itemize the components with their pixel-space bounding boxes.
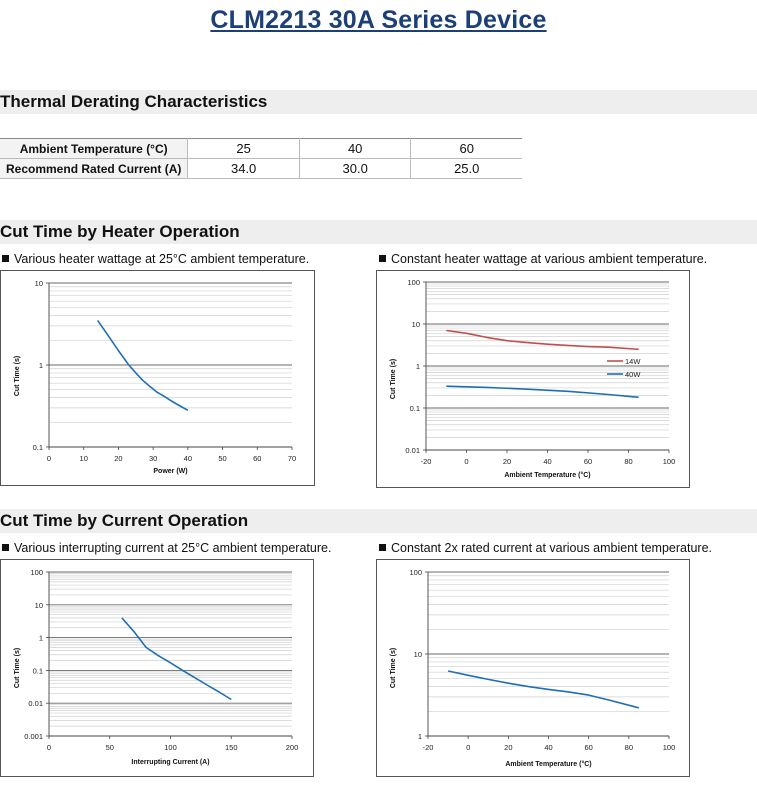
x-tick-label: 0 xyxy=(47,454,51,463)
x-tick-label: 60 xyxy=(584,743,592,752)
table-row: Recommend Rated Current (A) 34.0 30.0 25… xyxy=(0,158,522,179)
x-tick-label: 50 xyxy=(218,454,226,463)
series-line xyxy=(96,319,189,412)
x-tick-label: 0 xyxy=(466,743,470,752)
heater-power-chart: 0.1 1 10 0 10 20 30 40 50 60 70 Power (W) Cut Time (… xyxy=(14,279,296,475)
x-tick-label: 80 xyxy=(624,457,632,466)
bullet-square-icon xyxy=(2,544,9,551)
y-tick-label: 1 xyxy=(39,634,43,643)
y-tick-label: 1 xyxy=(416,362,420,371)
chart-subtitle: Various interrupting current at 25°C amb… xyxy=(2,541,331,555)
x-tick-label: 100 xyxy=(663,743,676,752)
x-tick-label: 100 xyxy=(663,457,676,466)
x-tick-label: -20 xyxy=(423,743,434,752)
bullet-square-icon xyxy=(2,255,9,262)
x-tick-label: 10 xyxy=(80,454,88,463)
chart-panel: 0.01 0.1 1 10 100 -20 0 20 40 60 80 100 Ambient Temp… xyxy=(376,270,690,488)
table-cell: 34.0 xyxy=(187,158,300,179)
y-tick-label: 0.001 xyxy=(24,732,43,741)
y-tick-label: 0.1 xyxy=(410,404,420,413)
y-axis-label: Cut Time (s) xyxy=(14,356,21,396)
current-temperature-chart: 1 10 100 -20 0 20 40 60 80 100 Ambient Temperature… xyxy=(390,568,676,768)
x-tick-label: 150 xyxy=(225,743,238,752)
x-tick-label: 80 xyxy=(625,743,633,752)
y-tick-label: 10 xyxy=(412,320,420,329)
y-tick-label: 0.01 xyxy=(28,699,43,708)
y-tick-label: 1 xyxy=(39,361,43,370)
chart-subtitle: Constant 2x rated current at various amb… xyxy=(379,541,712,555)
y-tick-label: 0.1 xyxy=(33,666,43,675)
legend-label: 40W xyxy=(625,370,641,379)
x-tick-label: 30 xyxy=(149,454,157,463)
page-title: CLM2213 30A Series Device xyxy=(210,6,547,34)
y-tick-label: 1 xyxy=(418,732,422,741)
chart-subtitle: Various heater wattage at 25°C ambient t… xyxy=(2,252,309,266)
x-tick-label: 0 xyxy=(464,457,468,466)
x-tick-label: -20 xyxy=(421,457,432,466)
chart-subtitle: Constant heater wattage at various ambie… xyxy=(379,252,707,266)
x-tick-label: 40 xyxy=(544,743,552,752)
x-tick-label: 20 xyxy=(114,454,122,463)
table-row: Ambient Temperature (°C) 25 40 60 xyxy=(0,138,522,159)
x-axis-label: Ambient Temperature (°C) xyxy=(505,760,591,768)
section-title: Cut Time by Current Operation xyxy=(0,511,249,530)
bullet-square-icon xyxy=(379,255,386,262)
row-header: Recommend Rated Current (A) xyxy=(0,158,189,179)
y-tick-label: 100 xyxy=(407,278,420,287)
y-axis-label: Cut Time (s) xyxy=(14,648,21,688)
x-tick-label: 60 xyxy=(253,454,261,463)
legend-label: 14W xyxy=(625,357,641,366)
y-tick-label: 100 xyxy=(30,568,43,577)
x-axis-label: Interrupting Current (A) xyxy=(131,759,209,766)
x-tick-label: 100 xyxy=(164,743,177,752)
chart-panel: 0.001 0.01 0.1 1 10 100 0 50 100 150 200 Interrupti… xyxy=(0,559,314,777)
series-line xyxy=(446,385,639,399)
row-header: Ambient Temperature (°C) xyxy=(0,138,189,159)
y-axis-label: Cut Time (s) xyxy=(390,359,397,399)
section-title: Thermal Derating Characteristics xyxy=(0,92,268,111)
section-thermal-derating: Thermal Derating Characteristics xyxy=(0,90,757,114)
x-tick-label: 20 xyxy=(503,457,511,466)
x-tick-label: 20 xyxy=(504,743,512,752)
x-tick-label: 70 xyxy=(288,454,296,463)
table-cell: 25.0 xyxy=(410,158,522,179)
y-axis-label: Cut Time (s) xyxy=(390,648,397,688)
series-line xyxy=(121,617,232,701)
x-axis-label: Ambient Temperature (°C) xyxy=(504,471,590,479)
y-tick-label: 0.01 xyxy=(405,446,420,455)
table-cell: 40 xyxy=(299,138,412,159)
series-line xyxy=(446,329,639,351)
y-tick-label: 10 xyxy=(414,650,422,659)
table-cell: 30.0 xyxy=(299,158,412,179)
derating-table: Ambient Temperature (°C) 25 40 60 Recomm… xyxy=(0,138,522,179)
x-axis-label: Power (W) xyxy=(153,468,187,475)
section-heater: Cut Time by Heater Operation xyxy=(0,220,757,244)
section-title: Cut Time by Heater Operation xyxy=(0,222,240,241)
x-tick-label: 40 xyxy=(543,457,551,466)
x-tick-label: 200 xyxy=(286,743,299,752)
table-cell: 25 xyxy=(187,138,300,159)
y-tick-label: 10 xyxy=(35,279,43,288)
x-tick-label: 50 xyxy=(106,743,114,752)
x-tick-label: 0 xyxy=(47,743,51,752)
y-tick-label: 10 xyxy=(35,601,43,610)
heater-temperature-chart: 0.01 0.1 1 10 100 -20 0 20 40 60 80 100 Ambient Temp… xyxy=(390,278,676,479)
bullet-square-icon xyxy=(379,544,386,551)
series-line xyxy=(447,670,640,709)
x-tick-label: 60 xyxy=(584,457,592,466)
table-cell: 60 xyxy=(410,138,522,159)
y-tick-label: 0.1 xyxy=(33,443,43,452)
section-current: Cut Time by Current Operation xyxy=(0,509,757,533)
y-tick-label: 100 xyxy=(409,568,422,577)
chart-panel: 1 10 100 -20 0 20 40 60 80 100 Ambient Temperature… xyxy=(376,559,690,777)
x-tick-label: 40 xyxy=(184,454,192,463)
chart-panel: 0.1 1 10 0 10 20 30 40 50 60 70 Power (W) Cut Time (… xyxy=(0,270,315,486)
current-chart: 0.001 0.01 0.1 1 10 100 0 50 100 150 200 Interrupti… xyxy=(14,568,299,766)
